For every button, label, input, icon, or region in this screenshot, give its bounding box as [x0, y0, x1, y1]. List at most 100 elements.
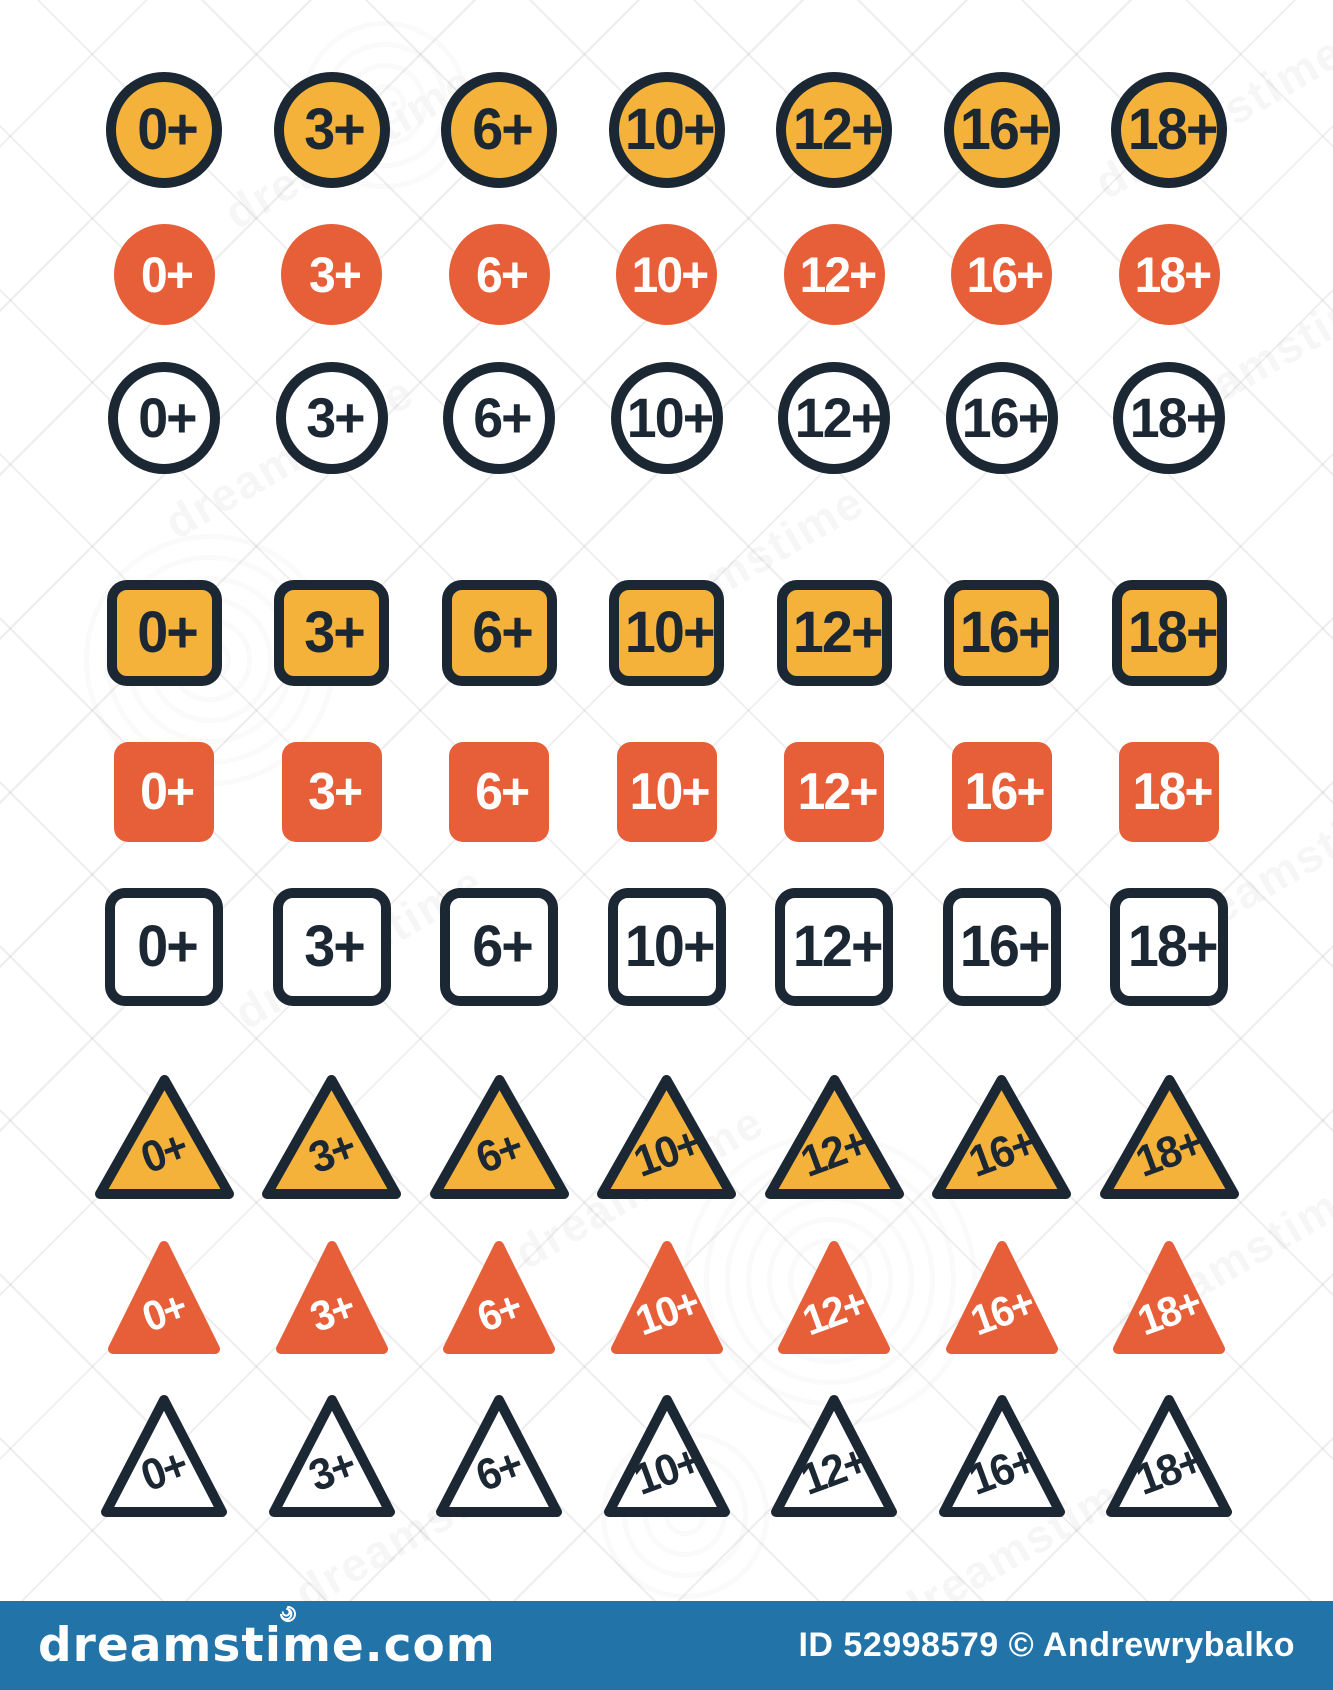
dreamstime-logo: dreamstime.com	[38, 1606, 496, 1673]
age-rating-label: 0+	[138, 386, 197, 449]
triangle-shape-orange: 16+	[943, 1238, 1061, 1357]
age-rating-label: 10+	[626, 386, 714, 449]
circle-shape-outline: 12+	[778, 362, 890, 474]
triangle-icon	[1106, 1395, 1232, 1517]
age-badge-square-orange: 18+	[1085, 742, 1253, 842]
triangle-icon	[275, 1241, 388, 1354]
triangle-shape-orange: 0+	[105, 1238, 223, 1357]
age-badge-triangle-outline: 3+	[248, 1392, 416, 1520]
age-badge-square-outline: 10+	[583, 888, 751, 1006]
age-badge-square-orange: 10+	[583, 742, 751, 842]
age-badge-square-outline: 3+	[248, 888, 416, 1006]
age-badge-square-yellow: 10+	[583, 580, 751, 686]
icon-row-circle-outline: 0+ 3+ 6+ 10+ 12+ 16+ 18+	[0, 362, 1333, 474]
triangle-icon	[429, 1075, 569, 1199]
age-badge-triangle-yellow: 3+	[248, 1072, 416, 1202]
circle-shape-orange: 18+	[1118, 224, 1220, 325]
square-shape-orange: 0+	[114, 742, 214, 842]
square-shape-yellow: 10+	[609, 580, 724, 686]
age-rating-label: 6+	[472, 97, 534, 162]
age-badge-circle-outline: 10+	[583, 362, 751, 474]
square-shape-outline: 16+	[942, 888, 1061, 1006]
age-rating-label: 10+	[625, 97, 716, 162]
triangle-icon	[603, 1395, 730, 1517]
circle-shape-outline: 6+	[443, 362, 555, 474]
circle-shape-outline: 18+	[1113, 362, 1225, 474]
age-rating-label: 16+	[965, 763, 1046, 821]
circle-shape-orange: 16+	[951, 224, 1052, 325]
triangle-shape-orange: 6+	[440, 1238, 558, 1357]
triangle-icon	[1113, 1241, 1225, 1354]
age-badge-triangle-orange: 6+	[415, 1238, 583, 1357]
age-badge-circle-outline: 0+	[80, 362, 248, 474]
square-shape-yellow: 3+	[274, 580, 389, 686]
age-badge-circle-yellow: 3+	[248, 72, 416, 188]
dreamstime-logo-text: dreamstime.com	[38, 1618, 496, 1673]
triangle-shape-yellow: 6+	[427, 1072, 572, 1202]
triangle-shape-outline: 6+	[433, 1392, 565, 1520]
triangle-icon	[597, 1075, 736, 1199]
triangle-icon	[945, 1241, 1058, 1354]
age-rating-label: 18+	[1127, 914, 1219, 979]
age-rating-label: 3+	[305, 386, 365, 449]
circle-shape-orange: 0+	[113, 224, 215, 325]
circle-shape-outline: 3+	[275, 362, 388, 474]
triangle-shape-yellow: 12+	[762, 1072, 907, 1202]
age-badge-triangle-yellow: 0+	[80, 1072, 248, 1202]
age-rating-label: 6+	[472, 914, 534, 979]
age-badge-triangle-outline: 12+	[750, 1392, 918, 1520]
age-rating-label: 10+	[625, 914, 716, 979]
image-credit-text: ID 52998579 © Andrewrybalko	[798, 1626, 1295, 1664]
circle-shape-yellow: 18+	[1111, 72, 1227, 188]
age-badge-triangle-orange: 10+	[583, 1238, 751, 1357]
triangle-shape-yellow: 18+	[1097, 1072, 1242, 1202]
age-badge-circle-outline: 18+	[1085, 362, 1253, 474]
circle-shape-outline: 16+	[945, 362, 1058, 474]
age-badge-square-yellow: 18+	[1085, 580, 1253, 686]
triangle-shape-yellow: 0+	[92, 1072, 237, 1202]
age-badge-square-yellow: 0+	[80, 580, 248, 686]
age-badge-triangle-yellow: 16+	[918, 1072, 1086, 1202]
triangle-shape-outline: 12+	[768, 1392, 900, 1520]
age-rating-label: 16+	[960, 914, 1051, 979]
age-rating-label: 10+	[631, 246, 710, 303]
age-rating-label: 16+	[960, 600, 1051, 665]
icon-row-triangle-orange: 0+ 3+ 6+ 10+ 12+ 16+ 18+	[0, 1238, 1333, 1357]
triangle-shape-orange: 18+	[1110, 1238, 1228, 1357]
age-rating-label: 6+	[476, 246, 530, 303]
circle-shape-yellow: 16+	[943, 72, 1060, 188]
triangle-icon	[610, 1241, 723, 1354]
triangle-icon	[268, 1395, 395, 1517]
age-badge-square-orange: 6+	[415, 742, 583, 842]
age-badge-square-yellow: 12+	[750, 580, 918, 686]
circle-shape-orange: 10+	[616, 224, 717, 325]
age-badge-circle-yellow: 16+	[918, 72, 1086, 188]
age-rating-label: 12+	[799, 246, 877, 303]
age-rating-label: 12+	[792, 97, 884, 162]
age-rating-label: 10+	[625, 600, 716, 665]
age-badge-circle-outline: 16+	[918, 362, 1086, 474]
age-rating-label: 0+	[137, 914, 199, 979]
age-badge-circle-orange: 12+	[750, 224, 918, 325]
age-badge-square-outline: 18+	[1085, 888, 1253, 1006]
age-rating-label: 18+	[1132, 763, 1214, 821]
spiral-icon	[280, 1606, 297, 1622]
square-shape-orange: 12+	[784, 742, 884, 842]
circle-shape-yellow: 3+	[273, 72, 390, 188]
age-badge-circle-yellow: 18+	[1085, 72, 1253, 188]
age-badge-circle-yellow: 12+	[750, 72, 918, 188]
age-badge-triangle-orange: 16+	[918, 1238, 1086, 1357]
age-rating-label: 0+	[137, 97, 199, 162]
icon-row-triangle-yellow: 0+ 3+ 6+ 10+ 12+ 16+ 18+	[0, 1072, 1333, 1202]
age-rating-label: 6+	[472, 600, 534, 665]
age-badge-square-outline: 6+	[415, 888, 583, 1006]
age-badge-square-yellow: 6+	[415, 580, 583, 686]
age-badge-square-yellow: 3+	[248, 580, 416, 686]
square-shape-outline: 0+	[105, 888, 223, 1006]
age-rating-label: 12+	[797, 763, 879, 821]
triangle-shape-outline: 16+	[936, 1392, 1068, 1520]
triangle-shape-yellow: 3+	[259, 1072, 404, 1202]
age-rating-label: 10+	[630, 763, 711, 821]
circle-shape-orange: 3+	[281, 224, 382, 325]
age-badge-circle-yellow: 6+	[415, 72, 583, 188]
